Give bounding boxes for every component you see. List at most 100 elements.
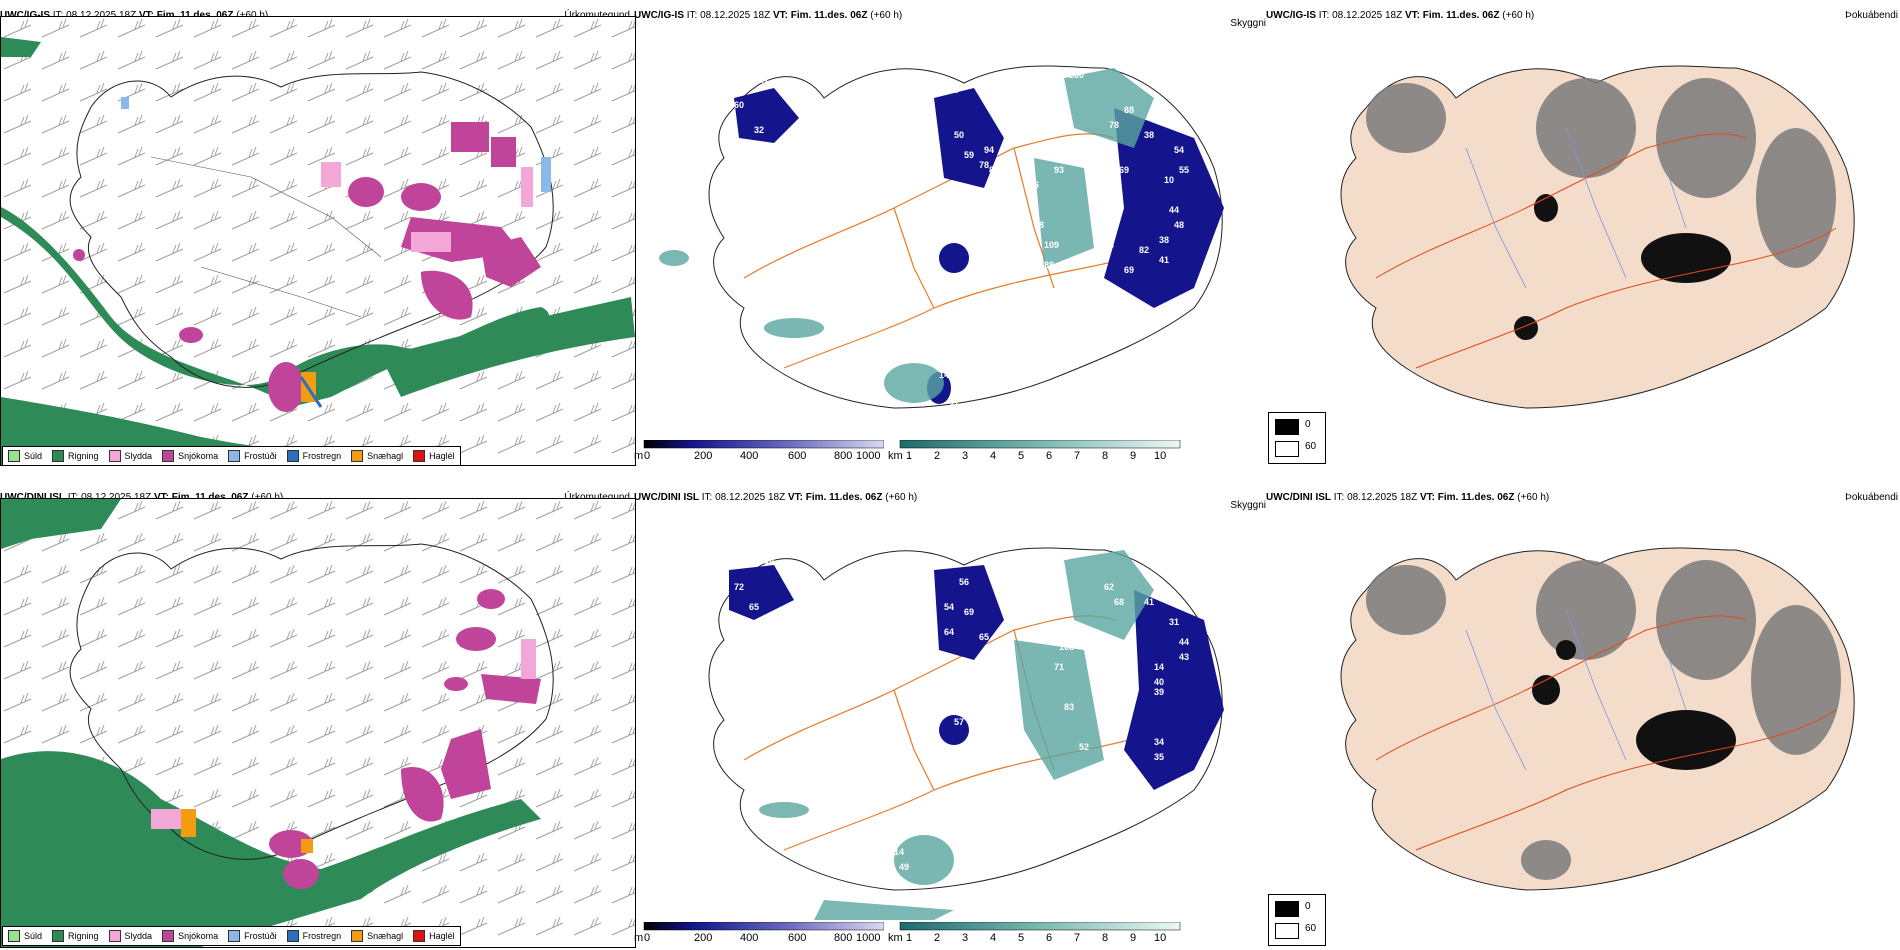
- elevation-colorbar: m 0 200 400 600 800 1000: [634, 921, 885, 946]
- visibility-panel-bottom: UWC/DINI ISL IT: 08.12.2025 18Z VT: Fim.…: [634, 490, 1326, 948]
- elev-tick: 600: [788, 932, 807, 944]
- visibility-value-label: 104: [964, 752, 979, 762]
- visibility-value-label: 166: [1094, 180, 1109, 190]
- visibility-value-label: 49: [764, 557, 774, 567]
- precip-legend: Súld Rigning Slydda Snjókoma Frostúði Fr…: [2, 926, 461, 946]
- visibility-value-label: 62: [1104, 582, 1114, 592]
- fog-index-shading: [1366, 78, 1836, 268]
- vis-tick: 3: [962, 450, 969, 462]
- legend-item: Rigning: [52, 930, 99, 942]
- fog-map: [1340, 65, 1855, 409]
- vis-tick: 5: [1018, 932, 1025, 944]
- visibility-value-label: 94: [984, 145, 994, 155]
- visibility-value-label: 88: [1044, 260, 1054, 270]
- visibility-value-label: 55: [1179, 165, 1189, 175]
- legend-item: Rigning: [52, 450, 99, 462]
- visibility-value-label: 86: [1059, 552, 1069, 562]
- vis-tick: 6: [1046, 932, 1053, 944]
- vis-tick: 3: [962, 932, 969, 944]
- visibility-value-label: 68: [1114, 597, 1124, 607]
- visibility-value-label: 52: [1079, 742, 1089, 752]
- panel-title: Úrkomutegund: [564, 492, 630, 503]
- legend-item: Haglél: [413, 930, 455, 942]
- visibility-value-label: 69: [1124, 265, 1134, 275]
- visibility-value-label: 59: [964, 150, 974, 160]
- visibility-value-label: 65: [979, 632, 989, 642]
- visibility-value-label: 34: [1154, 737, 1164, 747]
- fog-legend-light: 60: [1305, 441, 1317, 452]
- visibility-value-label: 72: [734, 582, 744, 592]
- visibility-unit: km: [888, 932, 903, 944]
- fog-index-dark: [1532, 640, 1736, 770]
- visibility-value-label: 76: [989, 647, 999, 657]
- coastline: [708, 547, 1223, 891]
- elev-tick: 200: [694, 450, 713, 462]
- elevation-colorbar: m 0 200 400 600 800 1000: [634, 439, 885, 464]
- panel-title: Úrkomutegund: [564, 10, 630, 21]
- visibility-value-label: 38: [1144, 130, 1154, 140]
- visibility-value-label: 41: [1144, 597, 1154, 607]
- elev-tick: 800: [834, 932, 853, 944]
- visibility-value-label: 200: [1104, 642, 1119, 652]
- vis-tick: 4: [990, 932, 997, 944]
- legend-item: Snjókoma: [162, 930, 218, 942]
- visibility-value-label: 74: [1124, 642, 1134, 652]
- elev-tick: 0: [644, 450, 651, 462]
- legend-item: Frostúði: [228, 930, 277, 942]
- visibility-value-label: 35: [1154, 752, 1164, 762]
- panel-header: UWC/DINI ISL IT: 08.12.2025 18Z VT: Fim.…: [1266, 492, 1550, 503]
- sleet-areas: [151, 639, 536, 829]
- visibility-value-label: 109: [1044, 240, 1059, 250]
- visibility-value-label: 89: [1044, 150, 1054, 160]
- visibility-colorbar: km 1 2 3 4 5 6 7 8 9 10: [888, 439, 1188, 464]
- vis-tick: 8: [1102, 450, 1109, 462]
- legend-item: Súld: [8, 930, 42, 942]
- visibility-value-label: 14: [939, 370, 949, 380]
- visibility-value-label: 44: [1179, 637, 1189, 647]
- panel-header: UWC/IG-IS IT: 08.12.2025 18Z VT: Fim. 11…: [0, 10, 269, 21]
- elev-tick: 600: [788, 450, 807, 462]
- visibility-value-label: 14: [1124, 802, 1134, 812]
- visibility-value-label: 31: [949, 400, 959, 410]
- visibility-value-label: 10: [1164, 175, 1174, 185]
- vis-tick: 7: [1074, 932, 1081, 944]
- visibility-value-label: 56: [959, 577, 969, 587]
- visibility-value-label: 54: [1174, 145, 1184, 155]
- vis-tick: 6: [1046, 450, 1053, 462]
- panel-header: UWC/DINI ISL IT: 08.12.2025 18Z VT: Fim.…: [634, 492, 918, 503]
- visibility-value-label: 32: [754, 125, 764, 135]
- visibility-value-label: 74: [1089, 305, 1099, 315]
- precip-panel-top: UWC/IG-IS IT: 08.12.2025 18Z VT: Fim. 11…: [0, 8, 636, 466]
- visibility-value-label: 82: [989, 165, 999, 175]
- rain-area: [1, 499, 121, 549]
- elevation-unit: m: [634, 450, 644, 462]
- visibility-value-label: 69: [1119, 165, 1129, 175]
- visibility-value-label: 75: [689, 240, 699, 250]
- fog-map: [1340, 547, 1855, 891]
- visibility-value-label: 60: [734, 100, 744, 110]
- coastline: [708, 65, 1223, 409]
- ice-pellet-areas: [181, 809, 313, 853]
- snow-areas: [269, 589, 541, 889]
- visibility-value-label: 42: [1094, 275, 1104, 285]
- fog-legend-dark: 0: [1305, 901, 1311, 912]
- elevation-unit: m: [634, 932, 644, 944]
- visibility-value-label: 78: [1109, 120, 1119, 130]
- visibility-value-label: 68: [954, 230, 964, 240]
- visibility-value-label: 88: [1124, 105, 1134, 115]
- visibility-value-label: 83: [1064, 702, 1074, 712]
- sleet-areas: [321, 162, 533, 252]
- panel-header: UWC/IG-IS IT: 08.12.2025 18Z VT: Fim. 11…: [634, 10, 903, 21]
- precip-panel-bottom: UWC/DINI ISL IT: 08.12.2025 18Z VT: Fim.…: [0, 490, 636, 948]
- visibility-value-label: 98: [1034, 220, 1044, 230]
- visibility-value-label: 71: [1084, 290, 1094, 300]
- visibility-value-label: 41: [1159, 255, 1169, 265]
- freezing-drizzle-areas: [121, 97, 551, 192]
- panel-header: UWC/DINI ISL IT: 08.12.2025 18Z VT: Fim.…: [0, 492, 284, 503]
- visibility-value-label: 66: [1029, 180, 1039, 190]
- rivers: [1465, 609, 1687, 771]
- visibility-value-label: 50: [954, 130, 964, 140]
